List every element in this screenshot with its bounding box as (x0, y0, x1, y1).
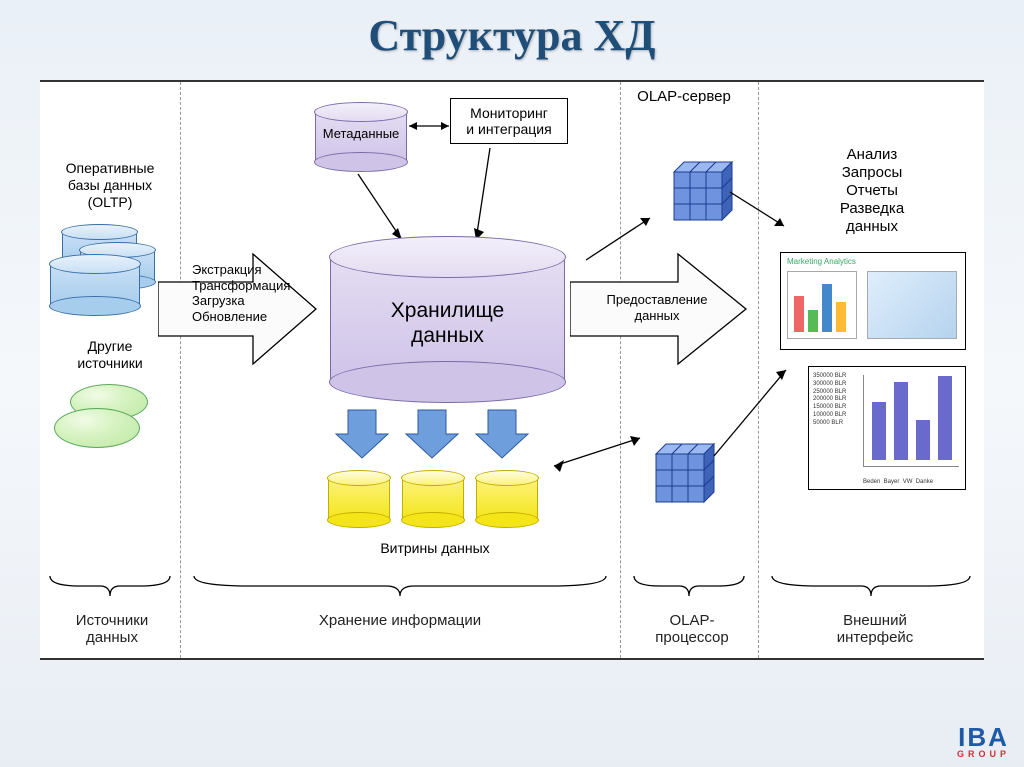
cube-bot-to-out-arrow (710, 362, 792, 462)
oltp-label: Оперативныебазы данных(OLTP) (50, 160, 170, 210)
monitoring-box: Мониторинги интеграция (450, 98, 568, 144)
other-sources-label: Другиеисточники (60, 338, 160, 372)
section-1-label: Источникиданных (58, 612, 166, 646)
meta-to-wh-arrow (350, 170, 410, 246)
diagram-canvas: Оперативныебазы данных(OLTP) Другиеисточ… (40, 80, 984, 660)
monitoring-label: Мониторинги интеграция (466, 105, 551, 137)
section-4-label: Внешнийинтерфейс (810, 612, 940, 646)
section-3-label: OLAP-процессор (638, 612, 746, 646)
dm-to-cube-bottom-arrow (548, 382, 648, 472)
brace-2 (190, 572, 610, 600)
source-ellipse-2 (54, 408, 140, 448)
brace-1 (46, 572, 174, 600)
section-2-label: Хранение информации (300, 612, 500, 629)
oltp-cylinder-3 (50, 264, 140, 306)
down-arrow-2 (402, 406, 462, 462)
outputs-label: АнализЗапросыОтчетыРазведкаданных (792, 146, 952, 236)
meta-monitor-arrow (405, 116, 453, 136)
datamart-1 (328, 478, 390, 520)
barchart-thumbnail: 350000 ВLR300000 ВLR250000 ВLR200000 ВLR… (808, 366, 966, 490)
provision-label: Предоставлениеданных (592, 292, 722, 323)
olap-cube-top (654, 142, 734, 227)
down-arrow-1 (332, 406, 392, 462)
iba-logo: IBA GROUP (957, 722, 1010, 759)
down-arrow-3 (472, 406, 532, 462)
cube-top-to-out-arrow (726, 180, 790, 234)
datamart-2 (402, 478, 464, 520)
datamart-3 (476, 478, 538, 520)
monitor-to-wh-arrow (470, 144, 510, 246)
logo-bottom: GROUP (957, 749, 1010, 759)
page-title: Структура ХД (0, 0, 1024, 61)
dashboard-thumbnail: Marketing Analytics (780, 252, 966, 350)
datamarts-label: Витрины данных (360, 540, 510, 557)
brace-3 (630, 572, 748, 600)
metadata-label: Метаданные (315, 126, 407, 142)
brace-4 (768, 572, 974, 600)
wh-to-cube-top-arrow (580, 212, 660, 272)
warehouse-label: Хранилищеданных (340, 298, 555, 348)
olap-cube-bottom (636, 424, 716, 509)
etl-label: ЭкстракцияТрансформацияЗагрузкаОбновлени… (192, 262, 312, 324)
olap-server-label: OLAP-сервер (630, 88, 738, 106)
